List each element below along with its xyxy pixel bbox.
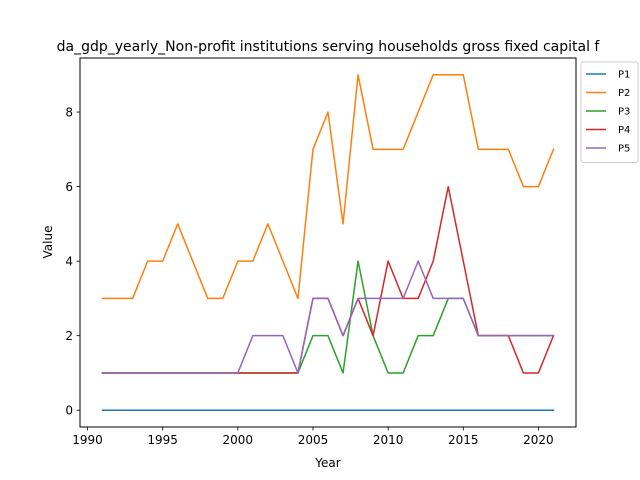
- legend-label-p1: P1: [618, 70, 630, 81]
- legend-label-p2: P2: [618, 88, 630, 99]
- legend-box: [580, 61, 639, 163]
- legend-label-p5: P5: [618, 144, 630, 155]
- y-tick-label: 0: [65, 404, 73, 418]
- plot-frame: [79, 57, 577, 428]
- y-tick-label: 4: [65, 255, 73, 269]
- y-tick-label: 2: [65, 329, 73, 343]
- x-tick-label: 1995: [147, 433, 178, 447]
- legend-label-p3: P3: [618, 107, 630, 118]
- series-layer: [101, 74, 555, 411]
- y-axis: 0 2 4 6 8: [65, 106, 80, 418]
- x-tick-label: 2015: [448, 433, 479, 447]
- series-line-p2: [101, 74, 555, 300]
- x-axis-label: Year: [314, 456, 340, 470]
- x-tick-label: 2000: [223, 433, 254, 447]
- x-axis: 1990 1995 2000 2005 2010 2015 2020: [72, 427, 554, 447]
- legend: P1 P2 P3 P4 P5: [580, 61, 639, 163]
- chart-title: da_gdp_yearly_Non-profit institutions se…: [57, 39, 601, 55]
- y-axis-label: Value: [41, 226, 55, 259]
- x-tick-label: 2005: [298, 433, 329, 447]
- y-tick-label: 8: [65, 106, 73, 120]
- x-tick-label: 2020: [523, 433, 554, 447]
- x-tick-label: 2010: [373, 433, 404, 447]
- y-tick-label: 6: [65, 180, 73, 194]
- plot-area: [80, 58, 576, 427]
- legend-label-p4: P4: [618, 125, 630, 136]
- series-line-p5: [101, 260, 555, 374]
- x-tick-label: 1990: [72, 433, 103, 447]
